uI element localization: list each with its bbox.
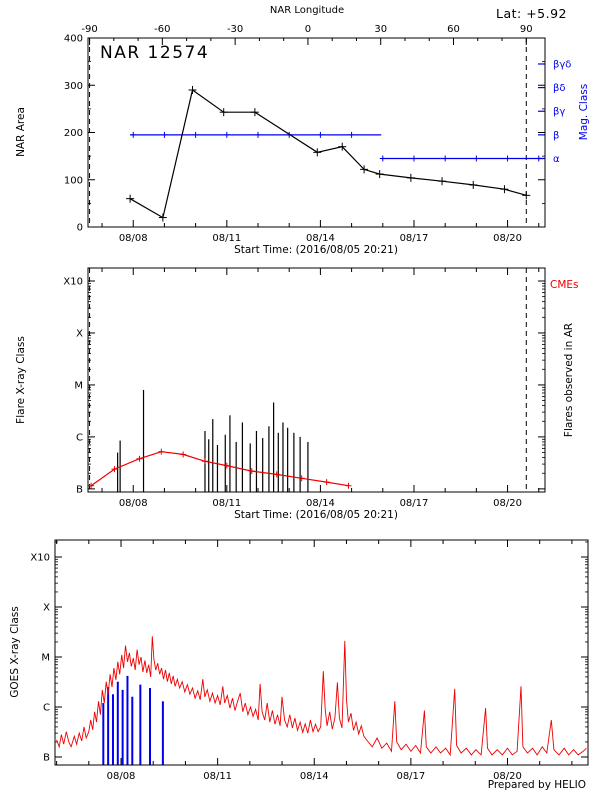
panel3-frame [54,539,589,766]
goes-panel-layer: B C M X X10 08/08 08/11 08/14 08/17 08/20 [30,539,589,782]
y-tick-label: 0 [77,223,83,234]
longitude-tick-label: -30 [227,24,243,35]
x-tick-label: 08/08 [107,771,136,782]
longitude-tick-label: -90 [81,24,97,35]
y-tick-label: B [76,484,83,495]
longitude-tick-label: 0 [305,24,311,35]
y-tick-label: X10 [30,553,50,564]
y-tick-label: B [43,753,50,764]
panel2-right-axis-title: Flares observed in AR [563,323,575,437]
panel2-frame [87,267,546,493]
cme-rate-line [90,451,349,487]
x-tick-label: 08/14 [300,771,329,782]
x-tick-label: 08/17 [400,233,429,244]
panel1-frame [87,37,546,228]
latitude-label: Lat: +5.92 [496,6,567,21]
panel3-y-axis-title: GOES X-ray Class [9,606,21,697]
y-tick-label: X [43,603,50,614]
panel2-x-axis-title: Start Time: (2016/08/05 20:21) [234,509,398,521]
panel1-x-axis-title: Start Time: (2016/08/05 20:21) [234,244,398,256]
nar-area-line [129,88,527,219]
x-tick-label: 08/17 [396,771,425,782]
cmes-label: CMEs [550,279,579,291]
y-tick-label: 100 [64,175,83,186]
x-tick-label: 08/20 [493,498,522,509]
goes-flux-line [56,636,587,757]
x-tick-label: 08/11 [212,233,241,244]
y-tick-label: 300 [64,81,83,92]
top-axis-title: NAR Longitude [270,5,344,16]
panel1-title: NAR 12574 [100,43,209,63]
x-tick-label: 08/08 [119,498,148,509]
x-tick-label: 08/20 [493,233,522,244]
x-tick-label: 08/17 [400,498,429,509]
mag-class-tick-label: βδ [553,83,566,94]
y-tick-label: 400 [64,34,83,45]
longitude-tick-label: 30 [374,24,387,35]
panel2-y-axis-title: Flare X-ray Class [15,336,27,424]
x-tick-label: 08/14 [306,233,335,244]
y-tick-label: C [43,703,50,714]
panel1-right-axis-title: Mag. Class [578,84,590,140]
x-tick-label: 08/11 [212,498,241,509]
y-tick-label: 200 [64,128,83,139]
y-tick-label: C [76,432,83,443]
flares-panel-layer: B C M X X10 08/08 08/11 08/14 08/17 08/20 [63,267,546,509]
x-tick-label: 08/08 [119,233,148,244]
x-tick-label: 08/11 [203,771,232,782]
y-tick-label: X10 [63,276,83,287]
mag-class-tick-label: βγδ [553,59,571,70]
y-tick-label: M [41,653,50,664]
y-tick-label: X [76,328,83,339]
panel1-y-axis-title: NAR Area [15,107,27,157]
prepared-by-label: Prepared by HELIO [488,779,586,791]
x-tick-label: 08/20 [493,771,522,782]
longitude-tick-label: 90 [520,24,533,35]
x-tick-label: 08/14 [306,498,335,509]
mag-class-tick-label: β [553,130,559,141]
mag-class-tick-label: α [553,154,560,165]
y-tick-label: M [74,380,83,391]
longitude-tick-label: -60 [154,24,170,35]
longitude-tick-label: 60 [447,24,460,35]
mag-class-tick-label: βγ [553,107,565,118]
